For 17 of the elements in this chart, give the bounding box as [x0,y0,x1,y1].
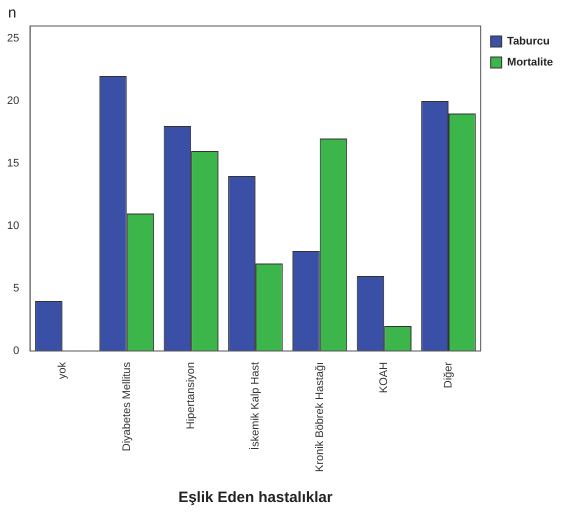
y-tick-label: 25 [6,32,20,45]
y-tick-label: 5 [13,282,20,294]
x-axis-title: Eşlik Eden hastalıklar [178,489,333,506]
y-axis-title: n [8,4,16,22]
x-tick-label: yok [56,361,68,380]
legend-label: Taburcu [507,36,550,48]
y-tick-label: 15 [6,158,20,170]
x-tick-label: Kronik Böbrek Hastağı [314,362,326,472]
x-tick-label: Hipertansiyon [185,362,198,430]
y-tick-label: 0 [13,344,20,357]
legend-label: Mortalite [507,56,554,69]
x-tick-label: İskemik Kalp Hast [248,362,262,450]
y-tick-label: 10 [6,220,20,232]
y-tick-label: 20 [6,95,20,108]
x-tick-label: KOAH [378,362,390,394]
x-tick-label: Diyabetes Mellitus [120,361,133,452]
x-tick-label: Diğer [442,362,455,388]
